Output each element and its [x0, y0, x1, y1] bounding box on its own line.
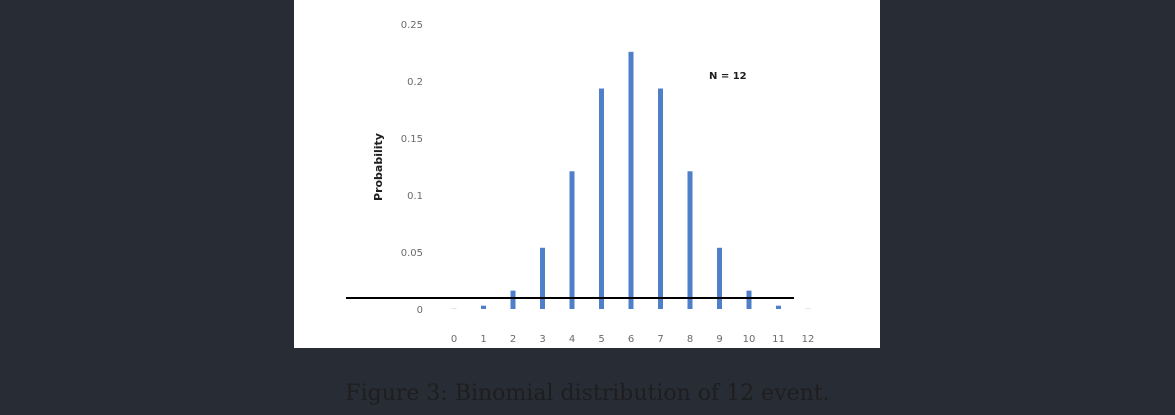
x-tick-label: 9: [716, 334, 722, 345]
bar-3: [540, 247, 545, 309]
x-tick-label: 8: [687, 334, 693, 345]
bar-5: [599, 88, 604, 309]
x-tick-label: 0: [451, 334, 457, 345]
bar-11: [776, 305, 781, 309]
bar-1: [481, 305, 486, 309]
bar-9: [717, 247, 722, 309]
y-tick-label: 0.2: [407, 77, 423, 88]
x-tick-label: 6: [628, 334, 634, 345]
bar-2: [510, 290, 516, 309]
bar-6: [628, 51, 634, 309]
x-tick-label: 12: [802, 334, 815, 345]
y-tick-label: 0.15: [401, 134, 423, 145]
y-tick-label: 0.25: [401, 20, 423, 31]
n-annotation: N = 12: [709, 71, 747, 82]
y-tick-labels: 0 0.05 0.1 0.15 0.2 0.25: [401, 20, 423, 316]
bar-4: [569, 171, 575, 309]
x-tick-label: 3: [539, 334, 545, 345]
x-tick-labels: 0 1 2 3 4 5 6 7 8 9 10 11 12: [451, 334, 815, 345]
bar-8: [687, 171, 693, 309]
x-tick-label: 4: [569, 334, 575, 345]
bar-10: [746, 290, 752, 309]
figure-caption: Figure 3: Binomial distribution of 12 ev…: [345, 381, 830, 406]
y-tick-label: 0: [417, 305, 423, 316]
x-tick-label: 1: [480, 334, 486, 345]
x-tick-label: 5: [598, 334, 604, 345]
binomial-bar-chart: 00.050.10.150.20.25 0 1 2 3 4 5 6 7 8 9 10 11 12 Pro…: [346, 20, 815, 345]
x-tick-label: 7: [657, 334, 663, 345]
bar-7: [658, 88, 663, 309]
y-tick-label: 0.05: [401, 248, 423, 259]
x-tick-label: 2: [510, 334, 516, 345]
y-axis-title: Probability: [372, 133, 385, 201]
figure-panel: 0 0.05 0.1 0.15 0.2 0.25 0 1 2 3 4 5 6 7 8 9 10 11 12 Pro…: [294, 0, 880, 348]
x-tick-label: 10: [743, 334, 756, 345]
y-tick-label: 0.1: [407, 191, 423, 202]
x-tick-label: 11: [772, 334, 785, 345]
bars: [451, 51, 811, 309]
